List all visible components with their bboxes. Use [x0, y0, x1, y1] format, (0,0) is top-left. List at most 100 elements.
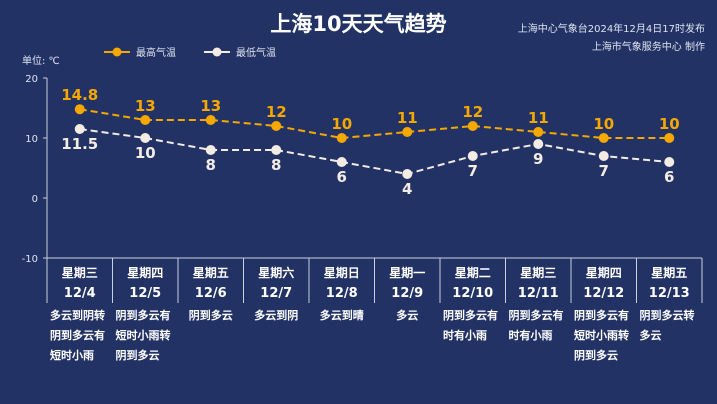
y-tick-label: 10: [25, 134, 38, 145]
low-temp-point: [467, 151, 478, 161]
low-temp-point: [598, 151, 609, 161]
weather-description: 阴到多云有 时有小雨: [443, 306, 509, 346]
high-temp-point: [205, 115, 216, 125]
weather-description-line: 时有小雨: [443, 329, 487, 342]
weekday-label: 星期六: [258, 265, 294, 280]
high-temp-point: [598, 133, 609, 143]
weather-description: 阴到多云有短时小雨转阴到多云: [116, 306, 182, 366]
date-label: 12/9: [391, 286, 423, 301]
weather-description-line: 多云到晴: [319, 309, 364, 322]
weekday-label: 星期二: [455, 265, 491, 280]
legend-high-label: 最高气温: [136, 48, 176, 59]
weather-description-line: 阴到多云有: [508, 309, 564, 322]
low-temp-label: 7: [468, 162, 478, 180]
high-temp-label: 10: [659, 115, 680, 133]
high-temp-label: 13: [135, 97, 156, 115]
y-tick-label: -10: [22, 254, 38, 265]
weekday-label: 星期四: [127, 265, 163, 280]
weekday-label: 星期三: [62, 265, 98, 280]
high-temp-label: 14.8: [61, 86, 98, 104]
publisher-line-2: 上海市气象服务中心 制作: [591, 42, 705, 53]
low-temp-point: [271, 145, 282, 155]
high-temp-label: 12: [266, 103, 287, 121]
date-label: 12/10: [452, 286, 493, 301]
high-temp-point: [74, 104, 85, 115]
low-temp-label: 11.5: [61, 135, 98, 153]
weekday-label: 星期三: [520, 265, 556, 280]
legend-high: 最高气温: [104, 44, 176, 59]
weather-description-line: 时有小雨: [508, 329, 553, 342]
weather-description-line: 阴到多云有: [443, 309, 498, 322]
y-tick-label: 0: [32, 194, 38, 205]
high-temp-label: 10: [593, 115, 614, 133]
weather-description-line: 多云: [396, 309, 419, 322]
weekday-label: 星期五: [651, 265, 687, 280]
weather-description: 多云到阴: [247, 306, 307, 326]
high-temp-line: [79, 108, 670, 140]
date-label: 12/7: [260, 286, 292, 301]
low-temp-point: [336, 157, 347, 167]
low-temp-label: 7: [599, 162, 609, 180]
date-label: 12/12: [583, 286, 624, 301]
date-label: 12/5: [129, 286, 161, 301]
date-label: 12/13: [649, 286, 690, 301]
high-temp-point: [271, 121, 282, 131]
high-temp-point: [664, 133, 675, 143]
high-temp-point: [402, 127, 413, 137]
low-temp-label: 6: [337, 168, 347, 186]
weekday-label: 星期四: [586, 265, 622, 280]
weekday-label: 星期一: [389, 265, 425, 280]
y-tick-label: 20: [25, 74, 38, 85]
weather-description-line: 短时小雨转: [574, 329, 629, 342]
weather-description: 多云到晴: [312, 306, 372, 326]
low-temp-point: [533, 139, 544, 149]
weather-description-line: 多云到阴转: [50, 309, 105, 322]
date-label: 12/6: [195, 286, 227, 301]
weather-description-line: 阴到多云: [115, 349, 160, 362]
weather-description: 阴到多云有短时小雨转阴到多云: [574, 306, 640, 366]
legend-low-label: 最低气温: [236, 48, 276, 59]
legend-high-marker: [104, 47, 130, 56]
low-temp-label: 10: [135, 144, 156, 162]
weather-description-line: 阴到多云: [188, 309, 233, 322]
low-temp-label: 6: [664, 168, 674, 186]
low-temp-label: 8: [271, 156, 281, 174]
low-temp-point: [664, 157, 675, 167]
weekday-label: 星期日: [324, 265, 360, 280]
low-temp-point: [402, 169, 413, 179]
high-temp-label: 13: [200, 97, 221, 115]
low-temp-label: 9: [533, 150, 543, 168]
low-temp-point: [205, 145, 216, 155]
legend-low: 最低气温: [204, 44, 276, 59]
weather-description-line: 阴到多云有: [574, 309, 629, 322]
low-temp-line: [79, 128, 670, 176]
high-temp-label: 10: [331, 115, 352, 133]
weather-description: 阴到多云有 时有小雨: [509, 306, 575, 346]
date-label: 12/4: [64, 286, 96, 301]
weather-description-line: 短时小雨: [50, 349, 94, 362]
chart-title: 上海10天天气趋势: [270, 12, 447, 36]
weather-description-line: 多云: [639, 329, 662, 342]
weather-description-line: 阴到多云有: [50, 329, 105, 342]
high-temp-point: [533, 127, 544, 137]
high-temp-point: [336, 133, 347, 143]
weekday-label: 星期五: [193, 265, 229, 280]
date-label: 12/8: [326, 286, 358, 301]
weather-description-line: 阴到多云有: [115, 309, 171, 322]
weather-description: 阴到多云转 多云: [640, 306, 706, 346]
high-temp-label: 11: [528, 109, 549, 127]
high-temp-point: [140, 115, 151, 125]
weather-description: 多云到阴转阴到多云有短时小雨: [50, 306, 116, 366]
weather-description-line: 阴到多云转: [639, 309, 695, 322]
weather-description: 阴到多云: [181, 306, 241, 326]
date-label: 12/11: [518, 286, 559, 301]
weather-description-line: 多云到阴: [254, 309, 299, 322]
weather-description-line: 阴到多云: [574, 349, 618, 362]
low-temp-point: [74, 124, 85, 134]
unit-label: 单位: ℃: [22, 56, 60, 67]
high-temp-label: 11: [397, 109, 418, 127]
low-temp-label: 8: [206, 156, 216, 174]
weather-description-line: 短时小雨转: [115, 329, 171, 342]
low-temp-point: [140, 133, 151, 143]
